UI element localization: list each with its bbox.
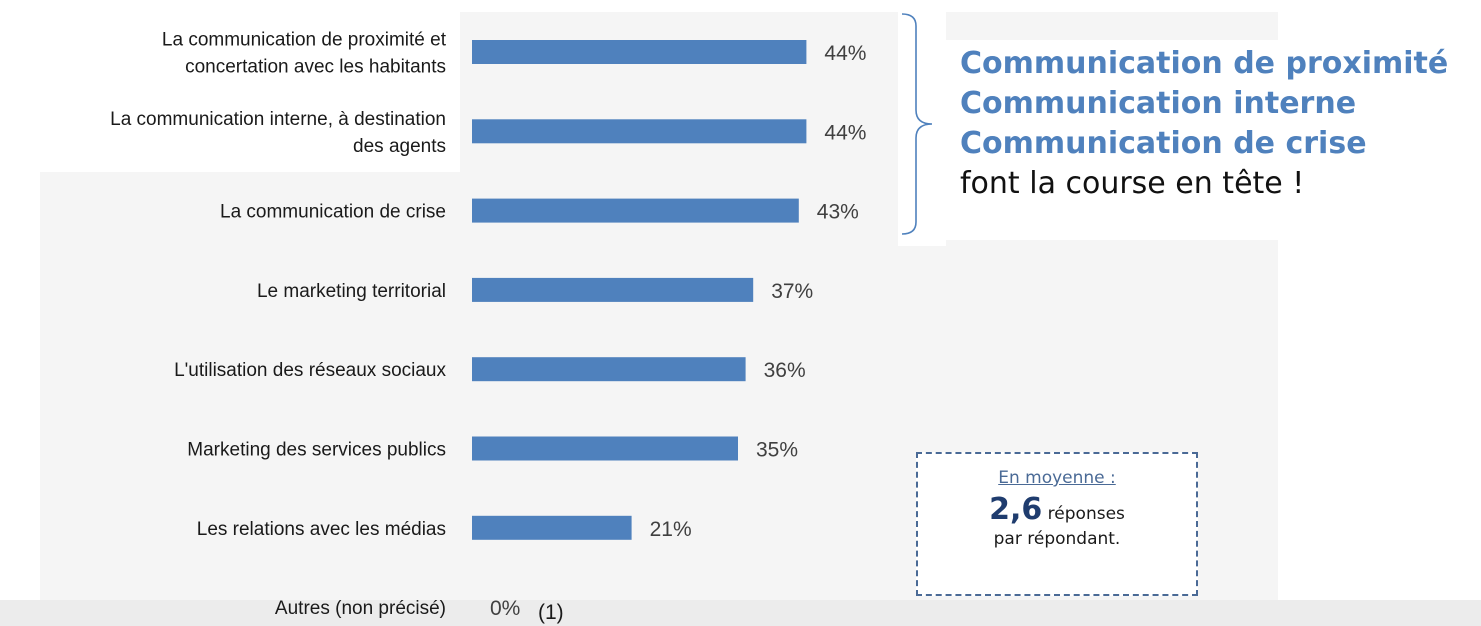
category-label-4-line-1: Le marketing territorial <box>257 281 446 302</box>
average-number: 2,6 <box>989 492 1043 527</box>
footnote-marker: (1) <box>538 601 564 624</box>
category-label-2-line-2: des agents <box>353 136 446 157</box>
category-label-3: La communication de crise <box>220 202 446 223</box>
value-label-8: 0% <box>490 597 520 620</box>
bar-1 <box>472 40 807 64</box>
category-label-6: Marketing des services publics <box>187 440 446 461</box>
headline-line-1: Communication de proximité <box>960 46 1449 81</box>
average-value-line: 2,6 réponses <box>918 492 1196 527</box>
category-label-8: Autres (non précisé) <box>275 598 446 619</box>
category-label-8-line-1: Autres (non précisé) <box>275 598 446 619</box>
average-per-respondent: par répondant. <box>993 529 1121 549</box>
category-label-1-line-1: La communication de proximité et <box>162 30 447 51</box>
bar-6 <box>472 436 738 461</box>
category-label-2: La communication interne, à destination d… <box>110 109 446 157</box>
bars-layer <box>472 40 807 540</box>
category-label-7: Les relations avec les médias <box>197 519 446 540</box>
category-label-7-line-1: Les relations avec les médias <box>197 519 446 540</box>
average-title: En moyenne : <box>998 468 1116 488</box>
value-label-4: 37% <box>771 280 813 303</box>
category-label-2-line-1: La communication interne, à destination <box>110 109 446 130</box>
bar-4 <box>472 277 754 302</box>
value-label-6: 35% <box>756 439 798 462</box>
category-label-5-line-1: L'utilisation des réseaux sociaux <box>174 360 446 381</box>
chart-background-left <box>40 172 470 602</box>
category-label-1: La communication de proximité et concerta… <box>162 30 447 78</box>
brace-bracket <box>901 13 933 235</box>
value-labels: 44% 44% 43% 37% 36% 35% 21% 0% (1) <box>490 42 866 624</box>
headline-line-2: Communication interne <box>960 86 1357 121</box>
category-label-5: L'utilisation des réseaux sociaux <box>174 360 446 381</box>
value-label-1: 44% <box>824 42 866 65</box>
headline: Communication de proximité Communication… <box>960 44 1480 204</box>
bar-5 <box>472 357 746 382</box>
category-label-3-line-1: La communication de crise <box>220 202 446 223</box>
bar-3 <box>472 198 799 223</box>
value-label-2: 44% <box>824 121 866 144</box>
average-callout: En moyenne : 2,6 réponses par répondant. <box>916 452 1198 596</box>
category-label-6-line-1: Marketing des services publics <box>187 440 446 461</box>
category-label-1-line-2: concertation avec les habitants <box>185 57 446 78</box>
average-unit: réponses <box>1047 504 1125 524</box>
value-label-5: 36% <box>764 359 806 382</box>
value-label-7: 21% <box>650 518 692 541</box>
headline-background <box>940 40 1481 240</box>
category-labels: La communication de proximité et concerta… <box>110 30 447 620</box>
bar-2 <box>472 119 807 144</box>
value-label-3: 43% <box>817 201 859 224</box>
headline-line-4: font la course en tête ! <box>960 166 1305 201</box>
bottom-strip <box>0 600 1481 626</box>
headline-line-3: Communication de crise <box>960 126 1367 161</box>
bar-7 <box>472 515 632 540</box>
category-label-4: Le marketing territorial <box>257 281 446 302</box>
